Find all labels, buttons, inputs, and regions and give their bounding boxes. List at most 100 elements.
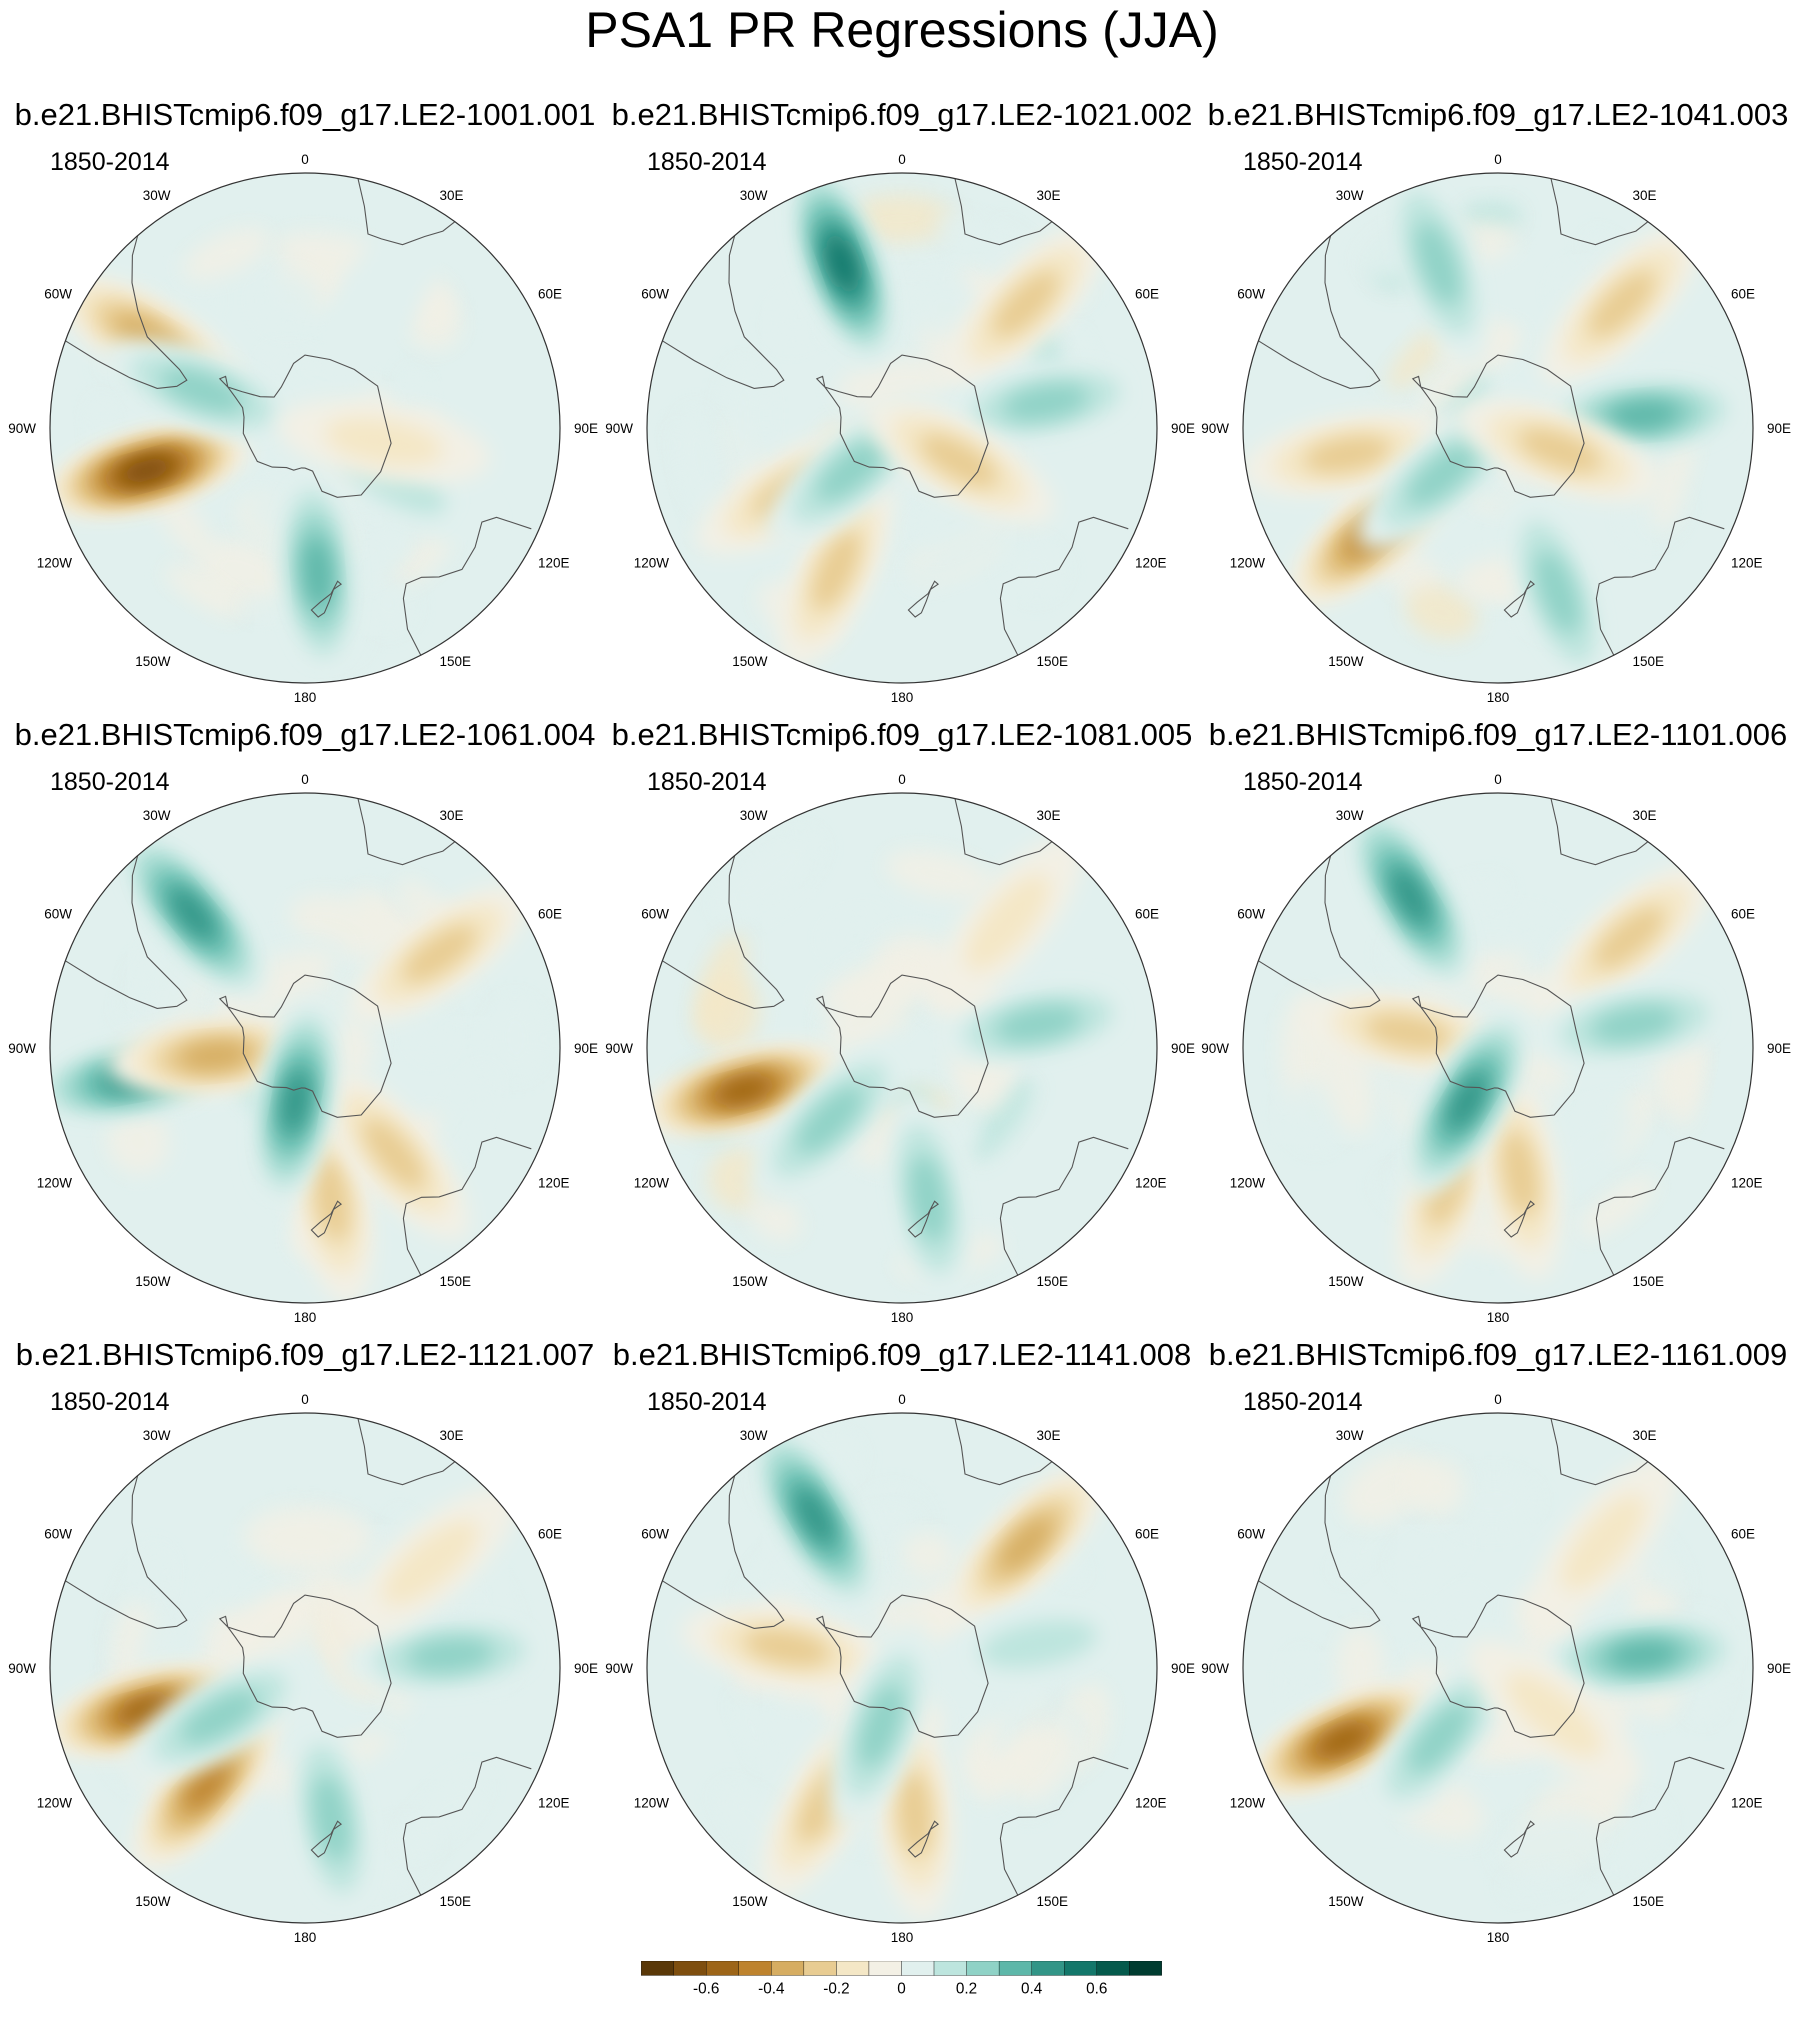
texture-blob [1503, 1865, 1579, 1897]
longitude-label: 90E [1767, 1661, 1791, 1676]
colorbar-tick-label: -0.4 [758, 1980, 785, 1995]
panel-title: b.e21.BHISTcmip6.f09_g17.LE2-1081.005 [611, 717, 1193, 752]
longitude-label: 120E [1135, 1796, 1167, 1811]
colorbar-segment [1129, 1961, 1162, 1976]
period-label: 1850-2014 [647, 1388, 767, 1416]
contour-blob [816, 439, 887, 502]
texture-blob [826, 970, 917, 1053]
texture-blob [487, 997, 545, 1078]
coastline [1411, 1594, 1585, 1738]
texture-blob [399, 1774, 485, 1855]
polar-map: 0 30E 60E 90E 120E 150E 180 150W 120W 90W 60W 30W [1201, 152, 1791, 705]
contour-blob [178, 1041, 250, 1071]
longitude-label: 90E [574, 1041, 598, 1056]
longitude-label: 150E [1633, 654, 1665, 669]
map-boundary [1242, 172, 1754, 684]
contour-blob [282, 1071, 309, 1133]
longitude-label: 90W [1201, 1661, 1229, 1676]
coastline [662, 235, 785, 389]
longitude-label: 90W [1201, 1041, 1229, 1056]
texture-blob [361, 573, 414, 632]
polar-map: 0 30E 60E 90E 120E 150E 180 150W 120W 90W 60W 30W [8, 772, 598, 1325]
coastline [65, 855, 188, 1009]
contour-blob [406, 1638, 494, 1673]
contour-blob [1607, 401, 1679, 430]
longitude-label: 60W [641, 907, 669, 922]
longitude-label: 30E [440, 1428, 464, 1443]
colorbar-tick-label: -0.2 [823, 1980, 849, 1995]
coastline [1550, 798, 1649, 866]
panel-title: b.e21.BHISTcmip6.f09_g17.LE2-1141.008 [612, 1337, 1192, 1372]
contour-blob [184, 1760, 229, 1811]
longitude-label: 90E [1171, 421, 1195, 436]
longitude-label: 30W [1336, 808, 1364, 823]
longitude-label: 60W [641, 1527, 669, 1542]
coastline [662, 1475, 785, 1629]
longitude-label: 150W [1328, 1274, 1364, 1289]
panel-title: b.e21.BHISTcmip6.f09_g17.LE2-1121.007 [15, 1337, 595, 1372]
coastline [402, 1136, 532, 1276]
longitude-label: 120E [1135, 1176, 1167, 1191]
coastline [907, 1200, 940, 1238]
longitude-label: 30W [740, 808, 768, 823]
longitude-label: 30W [143, 1428, 171, 1443]
contour-blob [1502, 1130, 1539, 1217]
longitude-label: 120W [37, 1176, 73, 1191]
texture-blob [1675, 1034, 1705, 1129]
contour-blob [998, 1517, 1053, 1572]
coastline [1550, 1418, 1649, 1486]
longitude-label: 180 [294, 1310, 317, 1325]
longitude-label: 150E [1037, 1894, 1069, 1909]
longitude-label: 120E [1731, 1176, 1763, 1191]
contour-blob [1594, 907, 1665, 969]
longitude-label: 30E [1633, 808, 1657, 823]
longitude-label: 60E [1135, 1527, 1159, 1542]
period-label: 1850-2014 [647, 148, 767, 176]
longitude-label: 30W [1336, 1428, 1364, 1443]
contour-blob [1506, 1673, 1602, 1757]
contour-blob [859, 1684, 903, 1768]
longitude-label: 30W [1336, 188, 1364, 203]
contour-blob [325, 417, 443, 466]
coastline [1258, 1475, 1381, 1629]
longitude-label: 30E [1633, 188, 1657, 203]
longitude-label: 30E [1037, 1428, 1061, 1443]
longitude-label: 30W [143, 188, 171, 203]
longitude-label: 120W [634, 1176, 670, 1191]
coastline [357, 798, 456, 866]
longitude-label: 0 [301, 152, 309, 167]
polar-map: 0 30E 60E 90E 120E 150E 180 150W 120W 90W 60W 30W [8, 1392, 598, 1945]
longitude-label: 90W [1201, 421, 1229, 436]
texture-blob [906, 524, 1019, 586]
coastline [218, 354, 392, 498]
longitude-label: 30E [1037, 808, 1061, 823]
longitude-label: 180 [891, 1930, 914, 1945]
longitude-label: 150E [1037, 1274, 1069, 1289]
texture-blob [258, 274, 321, 327]
coastline [1258, 235, 1381, 389]
longitude-label: 150E [1633, 1274, 1665, 1289]
colorbar: -0.6 -0.4 -0.2 0 0.2 0.4 0.6 [641, 1961, 1162, 1995]
longitude-label: 90E [574, 1661, 598, 1676]
longitude-label: 120W [37, 1796, 73, 1811]
contour-blob [1518, 428, 1602, 473]
texture-blob [733, 1692, 773, 1768]
coastline [357, 1418, 456, 1486]
coastline [310, 1820, 343, 1858]
contour-blob [716, 1077, 771, 1104]
coastline [357, 178, 456, 246]
polar-map: 0 30E 60E 90E 120E 150E 180 150W 120W 90W 60W 30W [1201, 772, 1791, 1325]
texture-blob [935, 213, 1042, 274]
longitude-label: 30E [440, 188, 464, 203]
coastline [1503, 580, 1536, 618]
texture-blob [748, 1193, 802, 1242]
coastline [1258, 855, 1381, 1009]
coastline [1503, 1820, 1536, 1858]
coastline [1595, 1756, 1725, 1896]
longitude-label: 30E [1633, 1428, 1657, 1443]
colorbar-segment [738, 1961, 772, 1976]
panel-title: b.e21.BHISTcmip6.f09_g17.LE2-1101.006 [1208, 717, 1788, 752]
longitude-label: 30W [143, 808, 171, 823]
period-label: 1850-2014 [647, 768, 767, 796]
colorbar-segment [966, 1961, 1000, 1976]
